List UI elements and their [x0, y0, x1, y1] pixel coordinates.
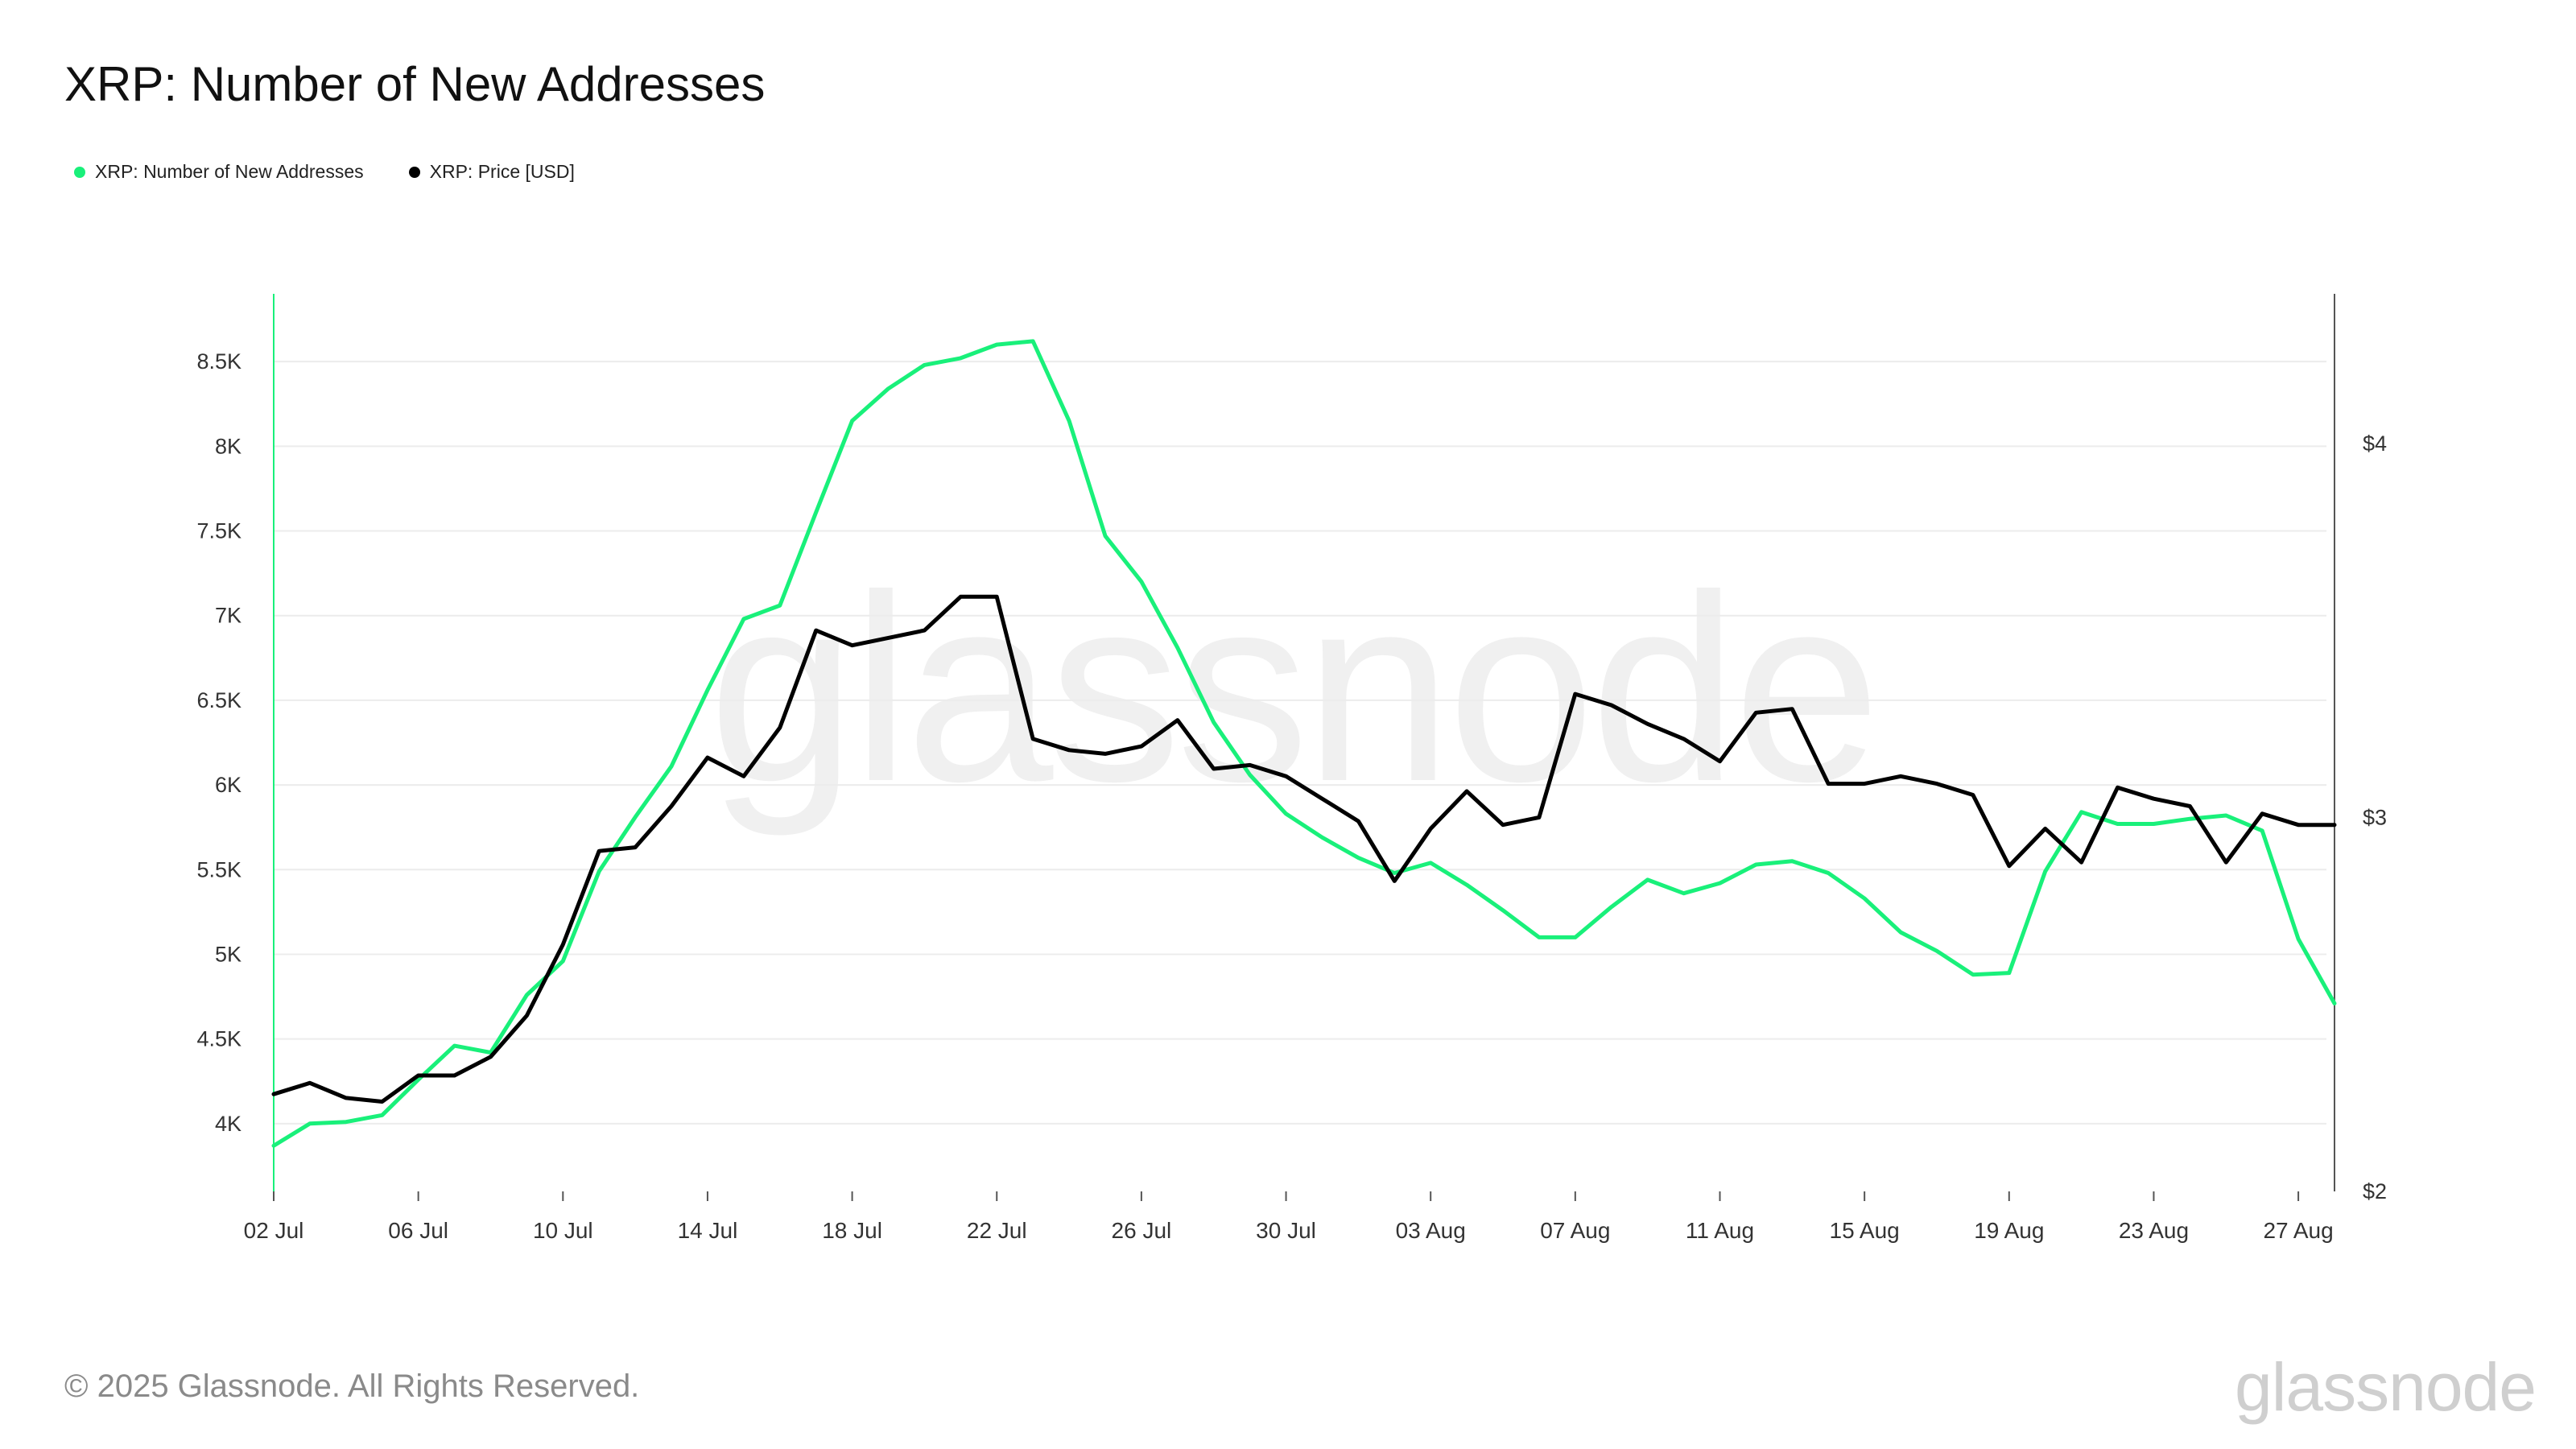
x-tick-label: 15 Aug: [1830, 1218, 1900, 1243]
y-left-tick-label: 5K: [215, 942, 242, 966]
y-right-tick-label: $3: [2363, 805, 2387, 829]
watermark: glassnode: [708, 539, 1880, 836]
y-left-tick-label: 4K: [215, 1112, 242, 1136]
x-tick-label: 11 Aug: [1686, 1218, 1754, 1243]
series-line-price: [271, 594, 2337, 1104]
x-tick-label: 02 Jul: [244, 1218, 304, 1243]
x-tick-label: 10 Jul: [533, 1218, 593, 1243]
series-line-new-addresses: [271, 339, 2337, 1148]
legend-dot-new-addresses: [74, 166, 85, 178]
glassnode-logo: glassnode: [2235, 1349, 2537, 1425]
legend-item-price[interactable]: XRP: Price [USD]: [408, 161, 575, 183]
x-tick-label: 30 Jul: [1256, 1218, 1316, 1243]
chart-title: XRP: Number of New Addresses: [64, 57, 766, 111]
y-left-tick-label: 7.5K: [196, 519, 242, 543]
x-tick-label: 07 Aug: [1540, 1218, 1610, 1243]
x-tick-label: 23 Aug: [2119, 1218, 2189, 1243]
copyright-text: © 2025 Glassnode. All Rights Reserved.: [64, 1368, 640, 1404]
legend-dot-price: [408, 166, 420, 178]
y-left-tick-label: 8K: [215, 434, 242, 458]
x-tick-label: 06 Jul: [388, 1218, 448, 1243]
x-tick-label: 27 Aug: [2263, 1218, 2333, 1243]
legend-item-new-addresses[interactable]: XRP: Number of New Addresses: [74, 161, 364, 183]
y-left-tick-label: 5.5K: [196, 857, 242, 881]
legend-label-new-addresses: XRP: Number of New Addresses: [95, 161, 364, 182]
x-tick-label: 03 Aug: [1396, 1218, 1466, 1243]
y-left-tick-label: 6.5K: [196, 688, 242, 712]
x-tick-label: 19 Aug: [1974, 1218, 2044, 1243]
x-tick-label: 22 Jul: [967, 1218, 1027, 1243]
y-left-tick-label: 6K: [215, 773, 242, 797]
x-tick-label: 26 Jul: [1112, 1218, 1172, 1243]
x-tick-label: 18 Jul: [822, 1218, 882, 1243]
legend: XRP: Number of New Addresses XRP: Price …: [74, 161, 575, 183]
y-left-tick-label: 8.5K: [196, 349, 242, 374]
y-right-tick-label: $4: [2363, 431, 2387, 456]
y-right-tick-label: $2: [2363, 1179, 2387, 1203]
legend-label-price: XRP: Price [USD]: [429, 161, 575, 182]
y-left-tick-label: 4.5K: [196, 1027, 242, 1051]
x-tick-label: 14 Jul: [678, 1218, 738, 1243]
y-left-tick-label: 7K: [215, 604, 242, 628]
